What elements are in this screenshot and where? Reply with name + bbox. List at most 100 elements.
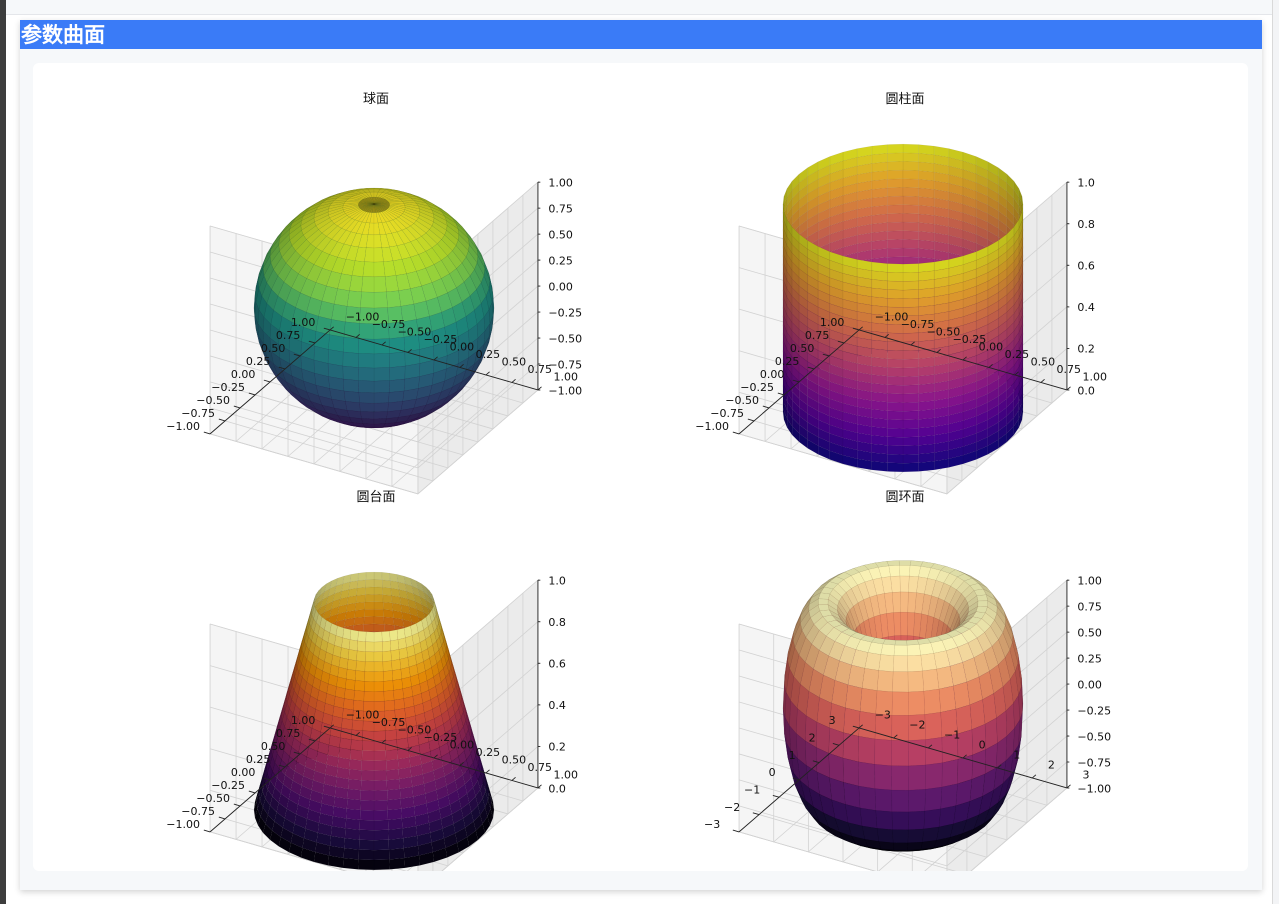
- surface-patch: [373, 353, 390, 369]
- surface-patch: [977, 600, 988, 608]
- surface-patch: [390, 649, 400, 661]
- z-axis-tick-label: 0.8: [1077, 218, 1095, 231]
- surface-patch: [345, 678, 356, 691]
- surface-patch: [345, 306, 361, 324]
- surface-patch: [893, 611, 902, 636]
- surface-patch: [390, 639, 400, 651]
- surface-patch: [858, 785, 876, 811]
- surface-patch: [345, 424, 359, 428]
- grid-line: [417, 363, 539, 469]
- surface-patch: [842, 732, 859, 762]
- surface-patch: [253, 294, 257, 316]
- surface-patch: [257, 322, 265, 345]
- surface-patch: [871, 296, 888, 308]
- surface-patch: [288, 336, 302, 356]
- surface-patch: [356, 650, 366, 662]
- surface-patch: [891, 715, 909, 741]
- surface-patch: [347, 788, 362, 801]
- surface-patch: [918, 205, 935, 216]
- surface-patch: [354, 680, 365, 692]
- scrollbar[interactable]: [1272, 0, 1279, 904]
- surface-patch: [283, 268, 299, 288]
- surface-patch: [902, 272, 919, 282]
- surface-patch: [373, 623, 385, 632]
- surface-patch: [902, 289, 919, 299]
- surface-patch: [373, 750, 387, 762]
- surface-patch: [902, 230, 919, 241]
- surface-patch: [887, 161, 904, 171]
- surface-patch: [887, 221, 904, 232]
- x-axis-tick-label: −1: [744, 783, 760, 796]
- surface-patch: [315, 384, 332, 400]
- surface-patch: [382, 650, 392, 662]
- x-axis-tick-label: −1.00: [166, 420, 200, 433]
- x-axis-tick-label: −1.00: [695, 420, 729, 433]
- surface-patch: [858, 736, 876, 765]
- surface-patch: [383, 609, 394, 618]
- surface-patch: [874, 738, 892, 766]
- y-axis-tick-label: −0.75: [372, 318, 406, 331]
- surface-patch: [399, 657, 410, 670]
- surface-patch: [902, 239, 919, 249]
- surface-patch: [918, 296, 935, 308]
- surface-patch: [918, 161, 935, 173]
- surface-patch: [365, 586, 375, 595]
- surface-patch: [362, 730, 375, 742]
- surface-patch: [924, 786, 943, 812]
- surface-patch: [887, 393, 904, 403]
- y-axis-tick: [381, 341, 386, 346]
- surface-patch: [345, 401, 361, 412]
- surface-patch: [358, 380, 375, 394]
- surface-patch: [940, 783, 958, 809]
- surface-patch: [270, 350, 283, 371]
- surface-patch: [874, 788, 893, 812]
- y-axis-tick: [329, 326, 334, 331]
- surface-patch: [373, 631, 383, 643]
- surface-patch: [876, 828, 894, 843]
- surface-patch: [382, 601, 393, 611]
- x-axis-tick: [293, 353, 301, 357]
- surface-patch: [258, 253, 268, 274]
- y-axis-tick-label: 1.00: [554, 371, 579, 384]
- surface-patch: [341, 637, 351, 650]
- surface-patch: [887, 239, 904, 249]
- surface-patch: [871, 383, 888, 394]
- x-axis-tick-label: 0.50: [261, 740, 286, 753]
- surface-patch: [365, 579, 375, 588]
- surface-patch: [382, 670, 393, 682]
- surface-patch: [918, 400, 935, 411]
- surface-patch: [908, 810, 925, 830]
- z-axis-tick-label: 1.0: [1077, 176, 1095, 189]
- surface-patch: [273, 295, 287, 317]
- surface-patch: [258, 336, 268, 358]
- surface-patch: [887, 436, 904, 447]
- x-axis-tick: [732, 431, 740, 435]
- surface-patch: [358, 392, 375, 404]
- x-axis-tick: [323, 327, 331, 331]
- y-axis-tick-label: 1.00: [1083, 371, 1108, 384]
- surface-patch: [902, 178, 919, 189]
- surface-patch: [887, 263, 904, 273]
- surface-patch: [388, 838, 404, 850]
- surface-patch: [351, 719, 364, 731]
- x-axis-tick: [203, 431, 211, 435]
- section-title: 参数曲面: [21, 23, 105, 47]
- surface-patch: [887, 298, 904, 308]
- surface-patch: [373, 201, 390, 205]
- surface-patch: [871, 409, 888, 420]
- surface-patch: [902, 161, 919, 171]
- surface-patch: [362, 740, 375, 752]
- surface-patch: [343, 847, 360, 860]
- surface-patch: [373, 681, 384, 692]
- x-axis-tick-label: −2: [724, 801, 740, 814]
- surface-patch: [891, 789, 909, 813]
- surface-patch: [381, 572, 391, 581]
- surface-patch: [902, 401, 919, 412]
- surface-patch: [300, 217, 315, 231]
- y-axis-tick-label: 0.50: [502, 754, 526, 767]
- surface-patch: [295, 207, 311, 219]
- surface-patch: [349, 759, 363, 771]
- y-axis-tick: [511, 379, 516, 383]
- z-axis-tick-label: 0.2: [1077, 343, 1095, 356]
- surface-patch: [363, 616, 375, 625]
